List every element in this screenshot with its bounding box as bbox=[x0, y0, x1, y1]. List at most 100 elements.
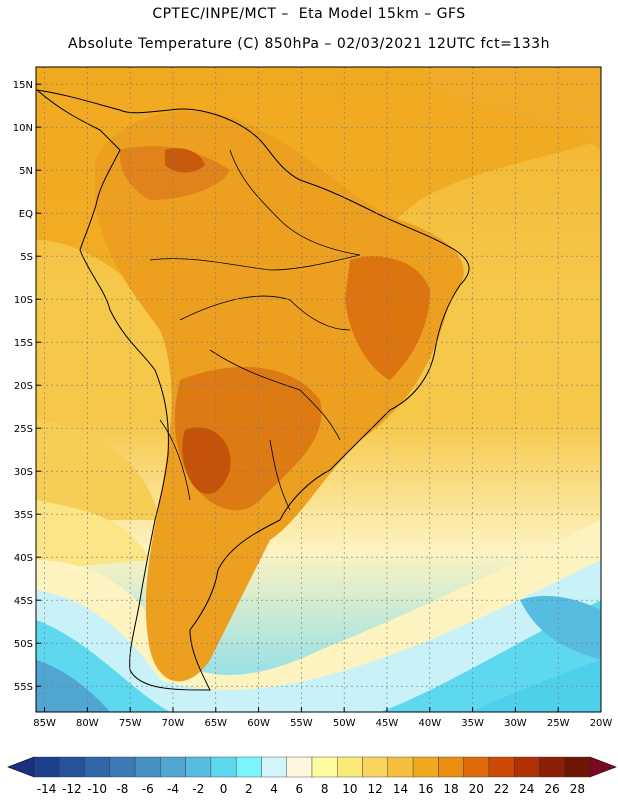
latitude-labels: 15N 10N 5N EQ 5S 10S 15S 20S 25S 30S 35S 40S 45S 50S 5… bbox=[13, 80, 33, 693]
colorbar-swatch bbox=[438, 756, 464, 778]
lat-label: 25S bbox=[14, 424, 33, 435]
lat-label: 45S bbox=[14, 596, 33, 607]
border-line-5 bbox=[269, 439, 291, 511]
lat-label: 35S bbox=[14, 510, 33, 521]
colorbar-label: 24 bbox=[519, 782, 534, 796]
map-title-line2: Absolute Temperature (C) 850hPa – 02/03/… bbox=[68, 36, 550, 52]
colorbar-label: 16 bbox=[418, 782, 433, 796]
colorbar bbox=[7, 756, 617, 778]
lon-label: 50W bbox=[333, 718, 356, 729]
warm-ne bbox=[420, 67, 601, 150]
lat-label: 10S bbox=[14, 295, 33, 306]
colorbar-label: 10 bbox=[342, 782, 357, 796]
hot-north bbox=[119, 146, 230, 200]
colorbar-swatch bbox=[412, 756, 439, 778]
lon-label: 30W bbox=[504, 718, 527, 729]
lat-label: 5N bbox=[19, 166, 33, 177]
hot-north-core bbox=[165, 148, 205, 173]
colorbar-swatch bbox=[84, 756, 111, 778]
colorbar-swatch bbox=[488, 756, 515, 778]
colorbar-swatch bbox=[109, 756, 136, 778]
colorbar-under-arrow bbox=[7, 756, 35, 778]
lon-label: 35W bbox=[461, 718, 484, 729]
colorbar-swatch bbox=[160, 756, 186, 778]
map-frame bbox=[35, 66, 602, 713]
lon-label: 85W bbox=[33, 718, 56, 729]
lon-label: 55W bbox=[290, 718, 313, 729]
colorbar-swatch bbox=[33, 756, 60, 778]
south-america-coastline bbox=[36, 89, 470, 691]
colorbar-label: 4 bbox=[270, 782, 278, 796]
hot-brazil bbox=[345, 256, 430, 380]
colorbar-label: -8 bbox=[116, 782, 128, 796]
colorbar-label: -4 bbox=[167, 782, 179, 796]
colorbar-label: 6 bbox=[296, 782, 304, 796]
colorbar-label: -14 bbox=[37, 782, 57, 796]
colorbar-label: 12 bbox=[368, 782, 383, 796]
pacific-pale bbox=[36, 500, 150, 570]
border-line-2 bbox=[179, 295, 351, 331]
colorbar-swatch bbox=[387, 756, 414, 778]
colorbar-label: 2 bbox=[245, 782, 253, 796]
lon-label: 20W bbox=[590, 718, 613, 729]
colorbar-labels: -14 -12 -10 -8 -6 -4 -2 0 2 4 6 8 10 12 14 16 18 20 22 24 26… bbox=[37, 782, 585, 796]
pacific-yellow bbox=[36, 420, 160, 520]
lat-label: 20S bbox=[14, 381, 33, 392]
colorbar-swatch bbox=[513, 756, 540, 778]
colorbar-swatch bbox=[311, 756, 338, 778]
colorbar-swatch bbox=[564, 756, 591, 778]
field-layer bbox=[36, 67, 601, 712]
colorbar-swatch bbox=[286, 756, 313, 778]
south-cyan-se bbox=[470, 660, 601, 712]
colorbar-label: 22 bbox=[494, 782, 509, 796]
lat-label: 10N bbox=[13, 123, 33, 134]
lon-label: 45W bbox=[376, 718, 399, 729]
lat-label: 30S bbox=[14, 467, 33, 478]
colorbar-swatch bbox=[539, 756, 565, 778]
lat-label: 40S bbox=[14, 553, 33, 564]
colorbar-label: 26 bbox=[544, 782, 559, 796]
lon-label: 75W bbox=[119, 718, 142, 729]
graticule bbox=[36, 67, 602, 712]
south-cyan-patch bbox=[520, 595, 601, 660]
colorbar-swatch bbox=[235, 756, 262, 778]
lat-label: 50S bbox=[14, 639, 33, 650]
lon-label: 80W bbox=[76, 718, 99, 729]
colorbar-over-arrow bbox=[589, 756, 617, 778]
border-line-1 bbox=[149, 254, 361, 271]
lon-label: 65W bbox=[204, 718, 227, 729]
lon-label: 40W bbox=[418, 718, 441, 729]
lat-label: 15S bbox=[14, 338, 33, 349]
lon-label: 25W bbox=[547, 718, 570, 729]
hot-core-max bbox=[182, 427, 231, 494]
lat-label: 15N bbox=[13, 80, 33, 91]
colorbar-swatch bbox=[261, 756, 287, 778]
map-title-line1: CPTEC/INPE/MCT – Eta Model 15km – GFS bbox=[152, 6, 466, 22]
colorbar-swatch bbox=[134, 756, 161, 778]
colorbar-label: 18 bbox=[443, 782, 458, 796]
lat-label: EQ bbox=[19, 209, 33, 220]
colorbar-label: -6 bbox=[142, 782, 154, 796]
colorbar-swatch bbox=[337, 756, 363, 778]
lat-label: 55S bbox=[14, 682, 33, 693]
lon-label: 70W bbox=[162, 718, 185, 729]
border-line-6 bbox=[159, 419, 191, 501]
border-line-4 bbox=[229, 149, 361, 256]
colorbar-swatch bbox=[185, 756, 212, 778]
colorbar-swatch bbox=[59, 756, 85, 778]
border-line-3 bbox=[209, 349, 341, 441]
lat-label: 5S bbox=[20, 252, 33, 263]
colorbar-label: 14 bbox=[393, 782, 408, 796]
colorbar-label: 8 bbox=[321, 782, 329, 796]
colorbar-label: 20 bbox=[469, 782, 484, 796]
colorbar-label: -2 bbox=[192, 782, 204, 796]
colorbar-label: 28 bbox=[570, 782, 585, 796]
colorbar-swatch bbox=[362, 756, 389, 778]
colorbar-swatch bbox=[210, 756, 237, 778]
colorbar-label: 0 bbox=[220, 782, 228, 796]
longitude-labels: 85W 80W 75W 70W 65W 60W 55W 50W 45W 40W 35W 30W 25W 2… bbox=[33, 718, 612, 729]
lon-label: 60W bbox=[247, 718, 270, 729]
colorbar-label: -10 bbox=[87, 782, 107, 796]
colorbar-label: -12 bbox=[62, 782, 82, 796]
